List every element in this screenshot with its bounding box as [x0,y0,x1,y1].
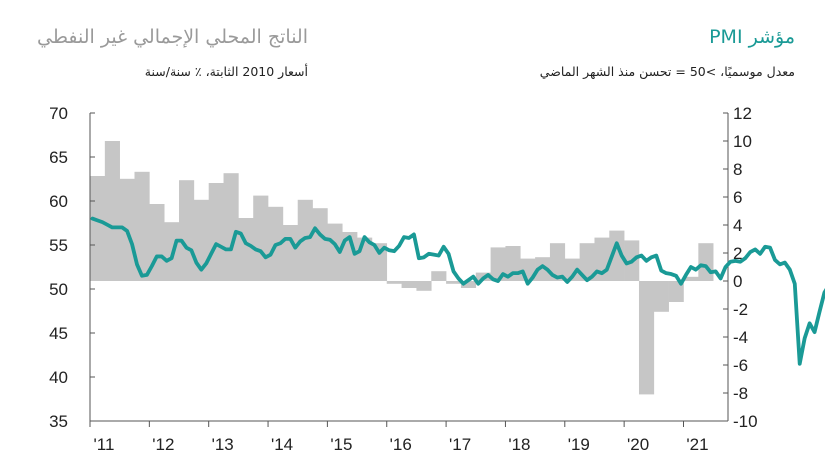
right-tick-label: 6 [733,188,742,207]
right-tick-label: 10 [733,132,752,151]
x-tick-label: '21 [686,435,708,454]
left-tick-label: 60 [49,192,68,211]
gdp-bar [416,281,432,291]
x-tick-label: '20 [627,435,649,454]
right-tick-label: -2 [733,300,748,319]
pmi-axis-title: مؤشر PMI [709,26,795,48]
gdp-bar [208,183,224,281]
left-tick-label: 45 [49,324,68,343]
gdp-bar [193,199,209,281]
gdp-bar [460,281,477,288]
gdp-bar [579,243,595,281]
right-tick-label: -10 [733,412,758,431]
gdp-bar [297,199,313,281]
gdp-bar [90,176,106,281]
gdp-bar [549,243,566,281]
gdp-bar [609,230,625,281]
right-tick-label: 8 [733,160,742,179]
right-tick-label: -4 [733,328,748,347]
gdp-bar [698,243,714,281]
gdp-bars [90,141,714,395]
gdp-bar [446,281,462,284]
gdp-bar [253,195,269,281]
left-tick-label: 50 [49,280,68,299]
left-tick-label: 40 [49,368,68,387]
gdp-axis-subtitle: أسعار 2010 الثابتة، ٪ سنة/سنة [144,64,308,79]
left-tick-label: 35 [49,412,68,431]
x-tick-label: '17 [449,435,471,454]
gdp-bar [668,281,684,302]
gdp-bar [386,281,402,284]
left-tick-label: 65 [49,148,68,167]
gdp-bar [431,271,447,281]
gdp-bar [653,281,669,312]
gdp-bar [401,281,417,288]
gdp-bar [683,276,699,281]
gdp-bar [312,208,328,281]
x-tick-label: '18 [508,435,530,454]
right-tick-label: 0 [733,272,742,291]
x-tick-label: '11 [94,435,115,454]
x-tick-label: '15 [330,435,352,454]
right-tick-label: -6 [733,356,748,375]
pmi-line-layer [90,216,825,366]
left-tick-label: 55 [49,236,68,255]
gdp-bar [327,223,343,281]
gdp-bar [535,257,551,281]
gdp-bar [134,171,150,281]
gdp-bar [104,141,120,281]
right-tick-label: -8 [733,384,748,403]
right-tick-label: 12 [733,104,752,123]
gdp-bar [223,173,239,281]
pmi-axis-subtitle: معدل موسميًا، >50 = تحسن منذ الشهر الماض… [539,64,795,79]
left-tick-label: 70 [49,104,68,123]
x-tick-label: '14 [271,435,293,454]
gdp-bar [238,218,254,281]
gdp-bar [564,258,580,281]
pmi-line [90,216,825,366]
x-tick-label: '16 [390,435,412,454]
right-tick-label: 4 [733,216,742,235]
x-tick-label: '19 [568,435,590,454]
tick-labels: 70 65 60 55 50 45 40 35 12 10 8 6 4 2 0 -2 -4 -6 -8 -10 '11 '… [49,104,758,454]
gdp-bar [179,180,195,281]
x-tick-label: '13 [212,435,234,454]
gdp-bar [638,281,655,395]
gdp-bar [371,243,388,281]
right-tick-label: 2 [733,244,742,263]
x-tick-label: '12 [152,435,174,454]
gdp-axis-title: الناتج المحلي الإجمالي غير النفطي [37,26,308,48]
gdp-bar [282,225,299,281]
